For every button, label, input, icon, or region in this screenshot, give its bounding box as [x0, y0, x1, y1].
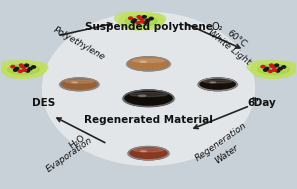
Circle shape [149, 17, 153, 20]
Ellipse shape [137, 20, 160, 29]
Circle shape [275, 64, 279, 67]
Ellipse shape [269, 68, 293, 77]
Ellipse shape [129, 146, 168, 160]
Text: Evaporation: Evaporation [44, 136, 94, 174]
Ellipse shape [138, 13, 165, 24]
Circle shape [32, 66, 36, 68]
Ellipse shape [42, 12, 255, 165]
Ellipse shape [0, 61, 27, 73]
Ellipse shape [26, 66, 46, 74]
Ellipse shape [247, 61, 277, 73]
Circle shape [273, 69, 277, 71]
Circle shape [139, 17, 143, 20]
Circle shape [143, 16, 146, 18]
Ellipse shape [0, 66, 21, 74]
Circle shape [140, 20, 144, 23]
Ellipse shape [60, 78, 99, 91]
FancyArrowPatch shape [57, 118, 105, 143]
Text: Day: Day [250, 98, 276, 108]
Circle shape [137, 16, 141, 18]
Text: Water: Water [213, 143, 240, 165]
Ellipse shape [127, 57, 170, 71]
Text: 60°C: 60°C [225, 28, 248, 49]
Ellipse shape [1, 60, 46, 78]
Text: H₂O: H₂O [67, 133, 86, 151]
Ellipse shape [144, 17, 164, 26]
Ellipse shape [72, 82, 78, 83]
Ellipse shape [250, 66, 271, 74]
Circle shape [23, 69, 26, 71]
Ellipse shape [115, 12, 144, 24]
FancyArrowPatch shape [186, 24, 240, 48]
Circle shape [276, 70, 280, 72]
Text: Regeneration: Regeneration [193, 121, 248, 163]
Circle shape [265, 67, 269, 70]
Text: White Light: White Light [206, 28, 252, 66]
FancyArrowPatch shape [60, 23, 112, 35]
Ellipse shape [203, 80, 232, 83]
Text: O₂: O₂ [212, 22, 223, 32]
Text: Regenerated Material: Regenerated Material [84, 115, 213, 125]
Ellipse shape [251, 60, 296, 78]
Ellipse shape [19, 68, 42, 77]
Ellipse shape [140, 61, 146, 62]
Circle shape [261, 65, 265, 68]
Ellipse shape [270, 62, 297, 73]
Circle shape [278, 67, 282, 70]
Ellipse shape [126, 58, 171, 71]
Ellipse shape [119, 12, 163, 30]
Ellipse shape [65, 80, 94, 83]
Ellipse shape [210, 82, 216, 83]
Circle shape [132, 19, 136, 21]
Ellipse shape [198, 79, 238, 91]
Circle shape [25, 64, 29, 67]
Ellipse shape [198, 78, 237, 91]
Ellipse shape [122, 20, 147, 30]
Ellipse shape [140, 150, 146, 152]
Ellipse shape [276, 66, 296, 74]
Circle shape [131, 20, 135, 23]
Ellipse shape [133, 149, 164, 152]
Ellipse shape [122, 91, 175, 107]
Circle shape [22, 66, 25, 68]
Text: th: th [252, 97, 260, 102]
Circle shape [264, 69, 267, 71]
Circle shape [28, 67, 32, 70]
Circle shape [19, 64, 23, 67]
Ellipse shape [125, 16, 157, 26]
Ellipse shape [130, 92, 167, 97]
Circle shape [15, 67, 19, 70]
Ellipse shape [7, 64, 39, 74]
Circle shape [26, 70, 30, 72]
Ellipse shape [255, 68, 279, 78]
Text: Polyethylene: Polyethylene [52, 25, 107, 62]
Ellipse shape [118, 18, 139, 26]
Ellipse shape [124, 90, 173, 106]
Ellipse shape [20, 62, 48, 73]
Circle shape [272, 66, 275, 68]
Circle shape [129, 17, 132, 19]
Ellipse shape [5, 68, 29, 78]
Circle shape [269, 64, 273, 67]
Circle shape [146, 19, 150, 22]
Text: 6: 6 [247, 98, 255, 108]
Circle shape [18, 70, 22, 72]
Circle shape [268, 70, 272, 72]
Circle shape [11, 65, 15, 68]
Ellipse shape [127, 147, 170, 160]
Ellipse shape [138, 95, 146, 97]
Text: DES: DES [32, 98, 56, 108]
Circle shape [13, 69, 17, 71]
Circle shape [282, 66, 286, 68]
FancyArrowPatch shape [194, 107, 247, 129]
Circle shape [136, 22, 140, 24]
Text: Suspended polythene: Suspended polythene [85, 22, 212, 33]
Ellipse shape [258, 64, 290, 74]
Ellipse shape [133, 59, 164, 62]
Ellipse shape [59, 79, 99, 91]
Circle shape [143, 21, 147, 24]
